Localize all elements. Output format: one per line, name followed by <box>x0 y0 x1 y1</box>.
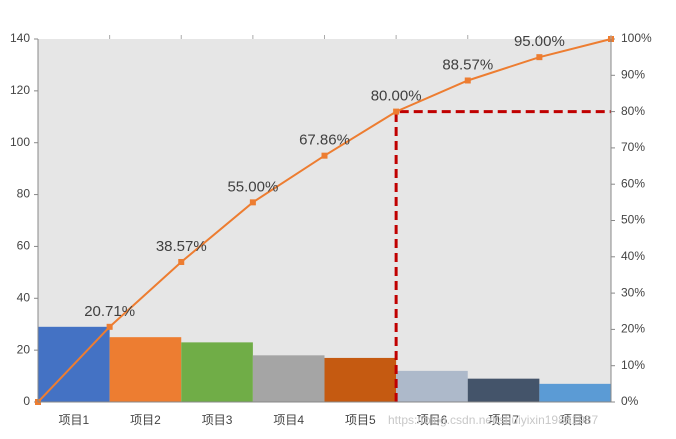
y2-tick-label: 50% <box>621 213 645 227</box>
y2-tick-label: 80% <box>621 104 645 118</box>
line-point <box>106 323 113 330</box>
data-label: 95.00% <box>514 33 565 50</box>
y2-tick-label: 20% <box>621 322 645 336</box>
data-label: 20.71% <box>84 303 135 320</box>
data-label: 67.86% <box>299 132 350 149</box>
bar <box>181 342 253 402</box>
bar <box>109 337 182 402</box>
bar <box>252 355 325 402</box>
data-label: 88.57% <box>442 56 493 73</box>
bar <box>467 378 540 402</box>
line-point <box>464 77 471 84</box>
y-tick-label: 80 <box>17 187 31 201</box>
y2-tick-label: 0% <box>621 394 639 408</box>
line-point <box>536 54 543 61</box>
y-tick-label: 120 <box>10 83 30 97</box>
data-label: 80.00% <box>371 88 422 105</box>
y-tick-label: 20 <box>17 342 31 356</box>
y2-tick-label: 30% <box>621 285 645 299</box>
bar <box>396 370 468 402</box>
line-point <box>178 258 185 265</box>
x-tick-label: 项目2 <box>130 413 161 427</box>
data-label: 55.00% <box>227 178 278 195</box>
y-tick-label: 40 <box>17 290 31 304</box>
y2-tick-label: 90% <box>621 67 645 81</box>
x-tick-label: 项目4 <box>273 413 304 427</box>
bar <box>324 357 397 402</box>
y2-tick-label: 100% <box>621 31 652 45</box>
x-tick-label: 项目8 <box>560 413 591 427</box>
x-tick-label: 项目1 <box>58 413 89 427</box>
y-tick-label: 100 <box>10 135 30 149</box>
x-tick-label: 项目7 <box>488 413 519 427</box>
y-tick-label: 0 <box>23 394 30 408</box>
x-tick-label: 项目3 <box>202 413 233 427</box>
y2-tick-label: 60% <box>621 176 645 190</box>
y2-tick-label: 10% <box>621 358 645 372</box>
y-tick-label: 60 <box>17 239 31 253</box>
line-point <box>393 108 400 115</box>
y2-tick-label: 40% <box>621 249 645 263</box>
y-tick-label: 140 <box>10 31 30 45</box>
x-tick-label: 项目6 <box>417 413 448 427</box>
y2-tick-label: 70% <box>621 140 645 154</box>
line-point <box>321 152 328 159</box>
line-point <box>249 199 256 206</box>
x-tick-label: 项目5 <box>345 413 376 427</box>
bar <box>539 383 611 402</box>
data-label: 38.57% <box>156 238 207 255</box>
watermark: https://blog.csdn.net/shuiyixin19881987 <box>388 413 598 427</box>
